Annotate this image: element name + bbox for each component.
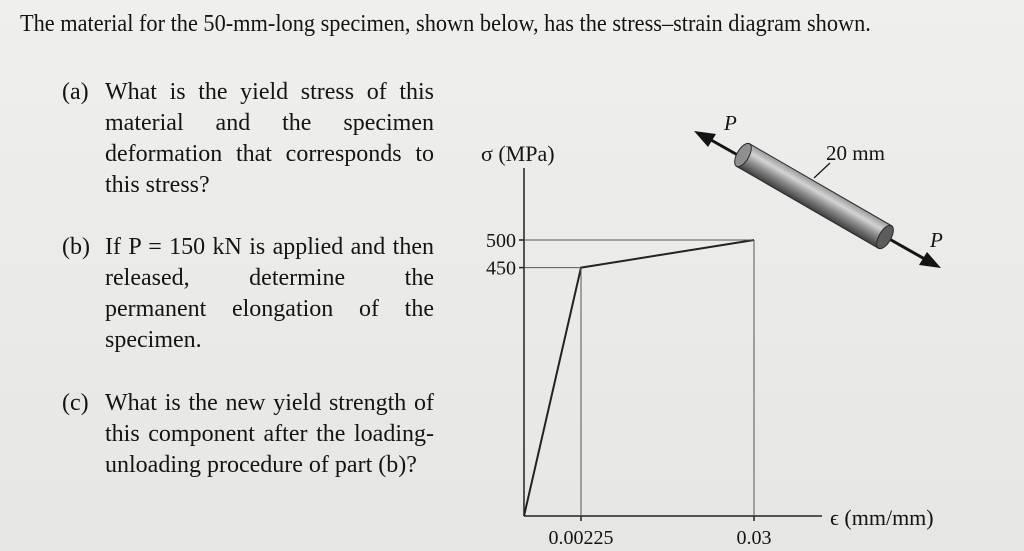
problem-intro: The material for the 50-mm-long specimen… [20, 11, 871, 37]
right-force-arrow [883, 234, 941, 268]
part-b-text: If P = 150 kN is applied and then releas… [105, 234, 434, 353]
force-label-bottom: P [929, 228, 943, 252]
y-tick-label-450: 450 [486, 258, 516, 280]
y-axis-label: σ (MPa) [481, 141, 555, 166]
x-tick-label-0.03: 0.03 [737, 527, 772, 549]
specimen-illustration: P P 20 mm [694, 111, 943, 268]
part-a-text: What is the yield stress of this materia… [105, 79, 434, 198]
part-c-text: What is the new yield strength of this c… [105, 390, 434, 478]
x-axis-label: ϵ (mm/mm) [830, 505, 934, 530]
part-a-label: (a) [62, 79, 89, 105]
force-label-top: P [723, 111, 737, 135]
diameter-leader-line [813, 162, 831, 179]
part-c-label: (c) [62, 390, 89, 416]
stress-strain-chart: σ (MPa) ϵ (mm/mm) 500 450 0.00225 0.03 [481, 141, 934, 549]
stress-strain-curve [523, 239, 755, 517]
diameter-label: 20 mm [826, 141, 885, 165]
x-tick-label-0.00225: 0.00225 [549, 527, 614, 549]
part-b-label: (b) [62, 234, 90, 260]
y-tick-label-500: 500 [486, 230, 516, 252]
specimen-cylinder [734, 142, 894, 250]
